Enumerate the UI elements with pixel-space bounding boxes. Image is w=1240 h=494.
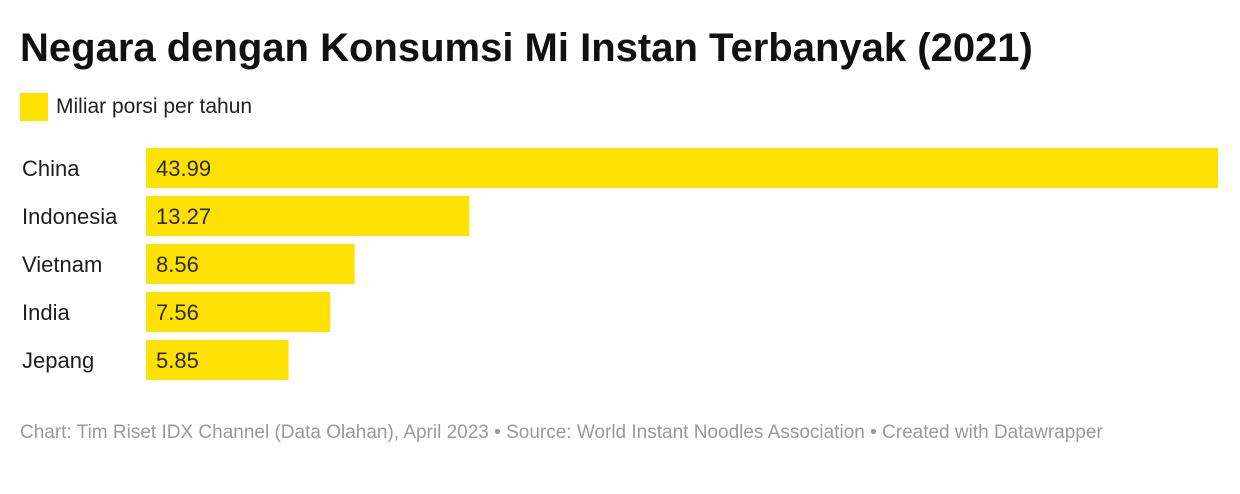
value-label-india: 7.56	[156, 300, 199, 325]
bar-chart: China 43.99 Indonesia 13.27 Vietnam 8.56 India…	[22, 148, 1218, 380]
value-label-china: 43.99	[156, 156, 211, 181]
category-label-india: India	[22, 300, 70, 325]
value-label-indonesia: 13.27	[156, 204, 211, 229]
chart-title: Negara dengan Konsumsi Mi Instan Terbany…	[20, 26, 1033, 70]
bar-vietnam	[146, 244, 355, 284]
bar-india	[146, 292, 331, 332]
bar-china	[146, 148, 1218, 188]
legend: Miliar porsi per tahun	[20, 92, 252, 122]
category-label-vietnam: Vietnam	[22, 252, 102, 277]
legend-label: Miliar porsi per tahun	[56, 95, 253, 118]
category-label-jepang: Jepang	[22, 348, 94, 373]
value-label-jepang: 5.85	[156, 348, 199, 373]
legend-swatch	[20, 93, 48, 121]
chart-footer: Chart: Tim Riset IDX Channel (Data Olaha…	[20, 422, 1103, 443]
bar-jepang	[146, 340, 289, 380]
value-label-vietnam: 8.56	[156, 252, 199, 277]
bar-indonesia	[146, 196, 470, 236]
category-label-indonesia: Indonesia	[22, 204, 118, 229]
category-label-china: China	[22, 156, 80, 181]
